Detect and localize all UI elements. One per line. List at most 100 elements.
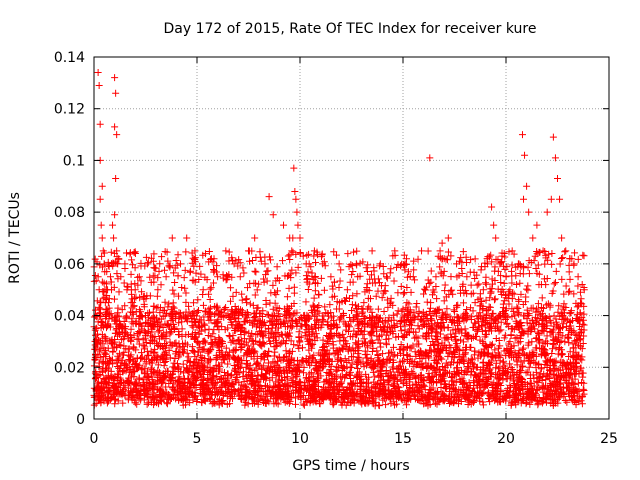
data-point [113, 270, 121, 278]
data-point [226, 400, 234, 408]
data-point [414, 334, 422, 342]
data-point [534, 300, 542, 308]
data-point [205, 325, 213, 333]
data-point [278, 331, 286, 339]
data-point [158, 253, 166, 261]
data-point [565, 364, 573, 372]
data-point [559, 332, 567, 340]
data-point [249, 256, 257, 264]
data-point [242, 383, 250, 391]
data-point [475, 381, 483, 389]
data-point [524, 311, 532, 319]
data-point [178, 283, 186, 291]
data-point [456, 336, 464, 344]
data-point [538, 383, 546, 391]
data-point [566, 310, 574, 318]
data-point [413, 299, 421, 307]
data-point [364, 261, 372, 269]
data-point [387, 399, 395, 407]
data-point [302, 387, 310, 395]
data-point [374, 351, 382, 359]
data-point [500, 279, 508, 287]
data-point [337, 266, 345, 274]
data-point [169, 286, 177, 294]
data-point [184, 367, 192, 375]
data-point [133, 400, 141, 408]
data-point [239, 368, 247, 376]
data-point [362, 370, 370, 378]
data-point [497, 318, 505, 326]
data-point [404, 268, 412, 276]
data-point [180, 274, 188, 282]
data-point [554, 308, 562, 316]
data-point [506, 349, 514, 357]
data-point [436, 263, 444, 271]
data-point [252, 360, 260, 368]
data-point [206, 285, 214, 293]
data-point [449, 326, 457, 334]
data-point [348, 271, 356, 279]
data-point [225, 332, 233, 340]
data-point [361, 351, 369, 359]
data-point [163, 248, 171, 256]
data-point [246, 361, 254, 369]
data-point [424, 247, 432, 255]
data-point [496, 363, 504, 371]
data-point [354, 364, 362, 372]
data-point [353, 247, 361, 255]
data-point [358, 310, 366, 318]
data-point [138, 349, 146, 357]
data-point [552, 267, 560, 275]
data-point [471, 393, 479, 401]
data-point [96, 305, 104, 313]
data-point [244, 400, 252, 408]
data-point [538, 294, 546, 302]
data-point [370, 264, 378, 272]
data-point [120, 360, 128, 368]
data-point [179, 360, 187, 368]
data-point [550, 312, 558, 320]
data-point [472, 319, 480, 327]
data-point [310, 252, 318, 260]
data-point [206, 296, 214, 304]
data-point [326, 301, 334, 309]
data-point [391, 401, 399, 409]
data-point [542, 376, 550, 384]
data-point [186, 267, 194, 275]
data-point [224, 360, 232, 368]
data-point [155, 267, 163, 275]
data-point [134, 273, 142, 281]
data-point [296, 337, 304, 345]
data-point [524, 282, 532, 290]
data-point [192, 269, 200, 277]
data-point [190, 299, 198, 307]
data-point [414, 255, 422, 263]
data-point [194, 296, 202, 304]
data-point [508, 279, 516, 287]
data-point [437, 384, 445, 392]
data-point [476, 336, 484, 344]
data-point [205, 290, 213, 298]
data-point [133, 335, 141, 343]
data-point [232, 288, 240, 296]
data-point [362, 264, 370, 272]
data-point [252, 268, 260, 276]
data-point [494, 352, 502, 360]
data-point [290, 289, 298, 297]
data-point [578, 345, 586, 353]
data-point [427, 299, 435, 307]
data-point [403, 351, 411, 359]
data-point [430, 348, 438, 356]
data-point [394, 289, 402, 297]
data-point [226, 333, 234, 341]
data-point [558, 275, 566, 283]
data-point [427, 267, 435, 275]
data-point [376, 367, 384, 375]
data-point [128, 256, 136, 264]
data-point [302, 332, 310, 340]
data-point [165, 346, 173, 354]
data-point [574, 282, 582, 290]
data-point [390, 277, 398, 285]
data-point [285, 332, 293, 340]
data-point [487, 288, 495, 296]
